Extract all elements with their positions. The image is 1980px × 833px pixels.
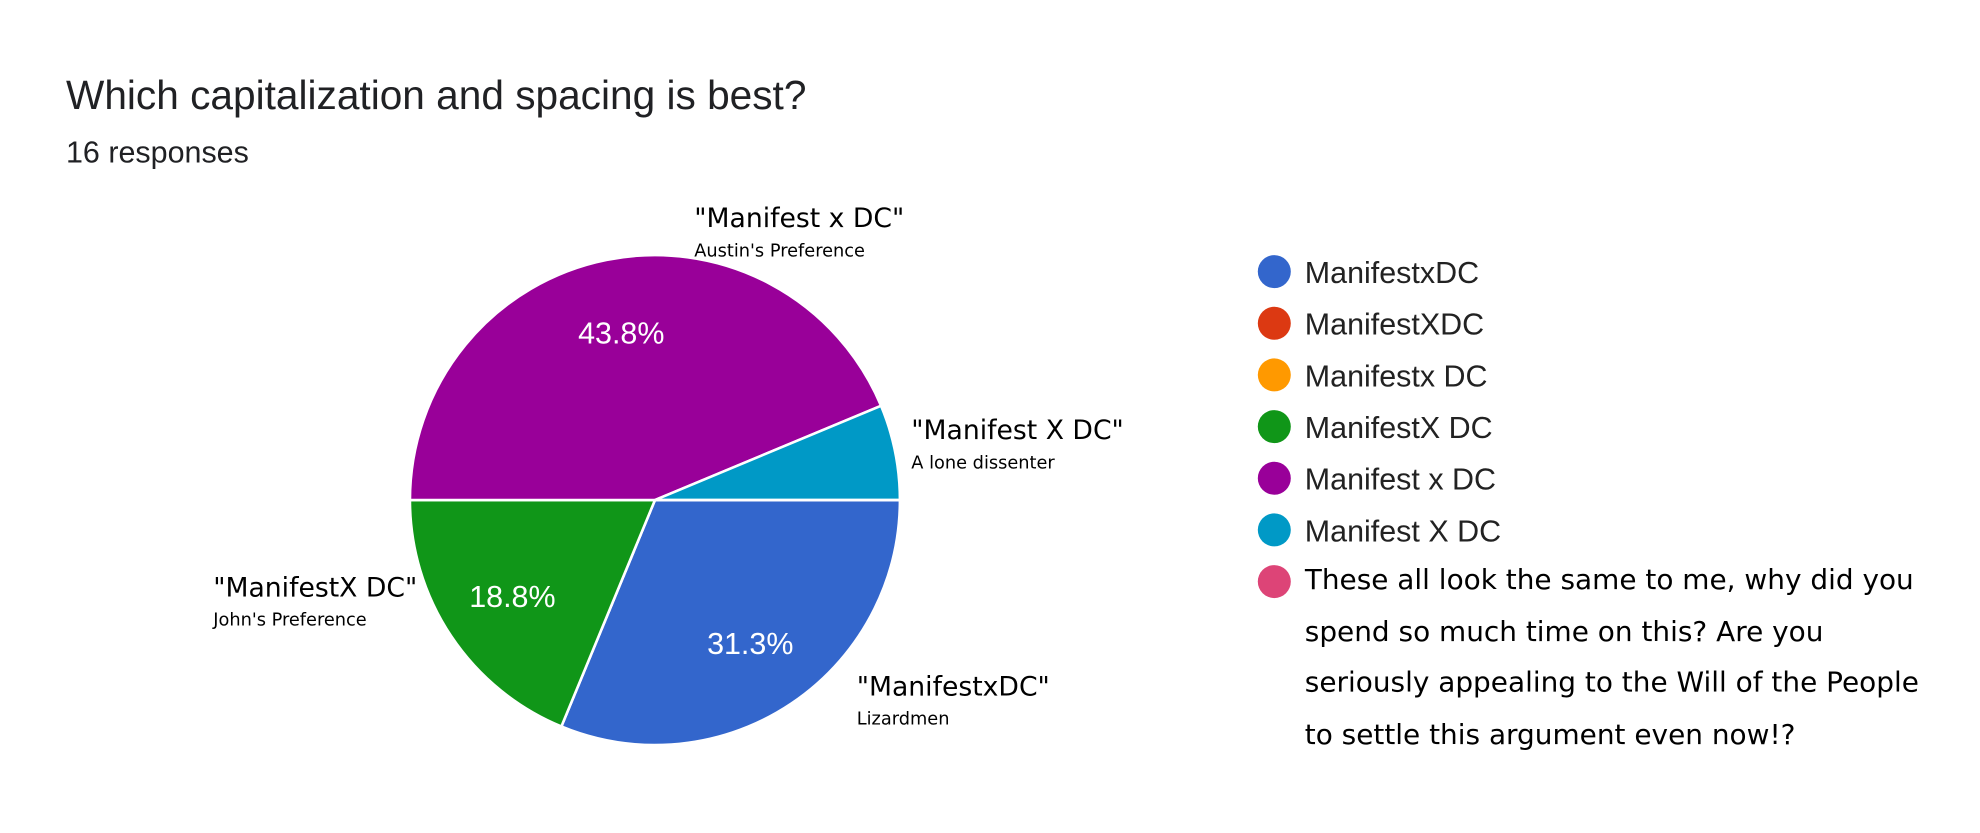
legend-label: ManifestXDC	[1305, 308, 1484, 342]
chart-title: Which capitalization and spacing is best…	[66, 72, 806, 118]
legend-swatch	[1257, 565, 1291, 599]
legend-label: ManifestxDC	[1305, 256, 1479, 290]
legend-swatch	[1257, 513, 1291, 547]
annotation-title: "ManifestX DC"	[213, 573, 417, 604]
legend-label-box: These all look the same to me, why did y…	[1304, 565, 1919, 751]
annotation-title: "ManifestxDC"	[857, 672, 1050, 703]
legend-label: ManifestX DC	[1305, 411, 1493, 445]
legend-swatch	[1257, 306, 1291, 340]
annotation-subtitle: Lizardmen	[857, 710, 950, 730]
annotation-subtitle: John's Preference	[212, 611, 367, 631]
pie-slice	[408, 498, 657, 729]
legend-swatch	[1257, 410, 1291, 444]
slice-label: 43.8%	[578, 316, 664, 350]
legend-swatch	[1257, 358, 1291, 392]
legend-swatch	[1257, 461, 1291, 495]
annotation-title: "Manifest x DC"	[694, 203, 904, 234]
slice-label: 31.3%	[707, 627, 793, 661]
legend-swatch	[1257, 255, 1291, 289]
pie-slice	[408, 253, 883, 502]
slice-label: 18.8%	[469, 580, 555, 614]
legend-label: These all look the same to me, why did y…	[1304, 565, 1919, 751]
annotation-subtitle: Austin's Preference	[694, 241, 865, 261]
annotation-subtitle: A lone dissenter	[911, 453, 1055, 473]
annotation-title: "Manifest X DC"	[911, 415, 1124, 446]
legend-label: Manifest X DC	[1305, 514, 1501, 548]
legend-label: Manifestx DC	[1305, 359, 1488, 393]
chart-subtitle: 16 responses	[66, 135, 249, 169]
legend-label: Manifest x DC	[1305, 463, 1496, 497]
pie-slice	[559, 498, 902, 747]
